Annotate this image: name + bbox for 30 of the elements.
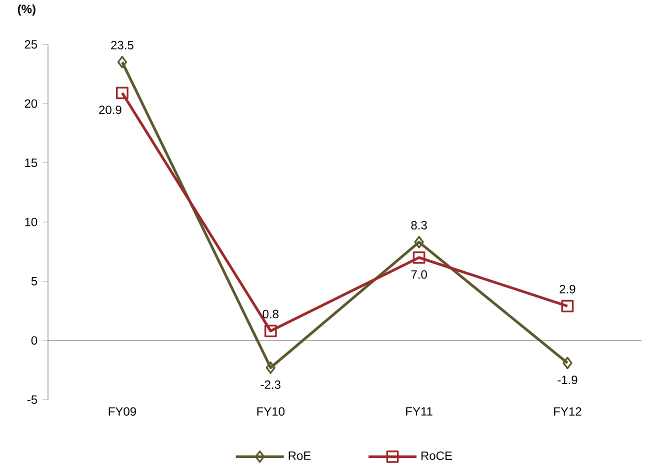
- data-label: 8.3: [411, 220, 427, 230]
- y-tick-label: 25: [24, 40, 38, 49]
- data-label: -1.9: [558, 376, 578, 384]
- data-label: 0.8: [262, 310, 278, 318]
- data-label: 20.9: [99, 106, 122, 114]
- y-tick-label: 15: [25, 158, 38, 167]
- point: [116, 86, 128, 100]
- x-tick-label: FY10: [257, 407, 285, 416]
- y-tick-label: 10: [25, 218, 38, 226]
- point: [412, 251, 426, 264]
- data-label: 23.5: [111, 40, 134, 50]
- y-tick-label: 20: [24, 99, 38, 108]
- x-tick-label: FY11: [406, 407, 432, 416]
- y-tick-label: 0: [31, 336, 38, 345]
- data-label: -2.3: [260, 380, 280, 389]
- x-tick-label: FY09: [108, 407, 136, 416]
- point: [266, 361, 276, 374]
- data-label: 7.0: [411, 270, 427, 279]
- point: [117, 56, 128, 68]
- legend-label: RoE: [288, 451, 311, 460]
- y-tick-label: -5: [27, 395, 38, 404]
- point: [562, 356, 572, 370]
- y-tick-label: 5: [31, 276, 38, 286]
- point: [561, 300, 574, 312]
- legend-label: RoCE: [421, 451, 452, 460]
- point: [414, 236, 424, 248]
- point: [264, 324, 277, 338]
- y-axis-title: (%): [18, 4, 36, 16]
- data-label: 2.9: [560, 284, 576, 294]
- x-tick-label: FY12: [554, 407, 582, 416]
